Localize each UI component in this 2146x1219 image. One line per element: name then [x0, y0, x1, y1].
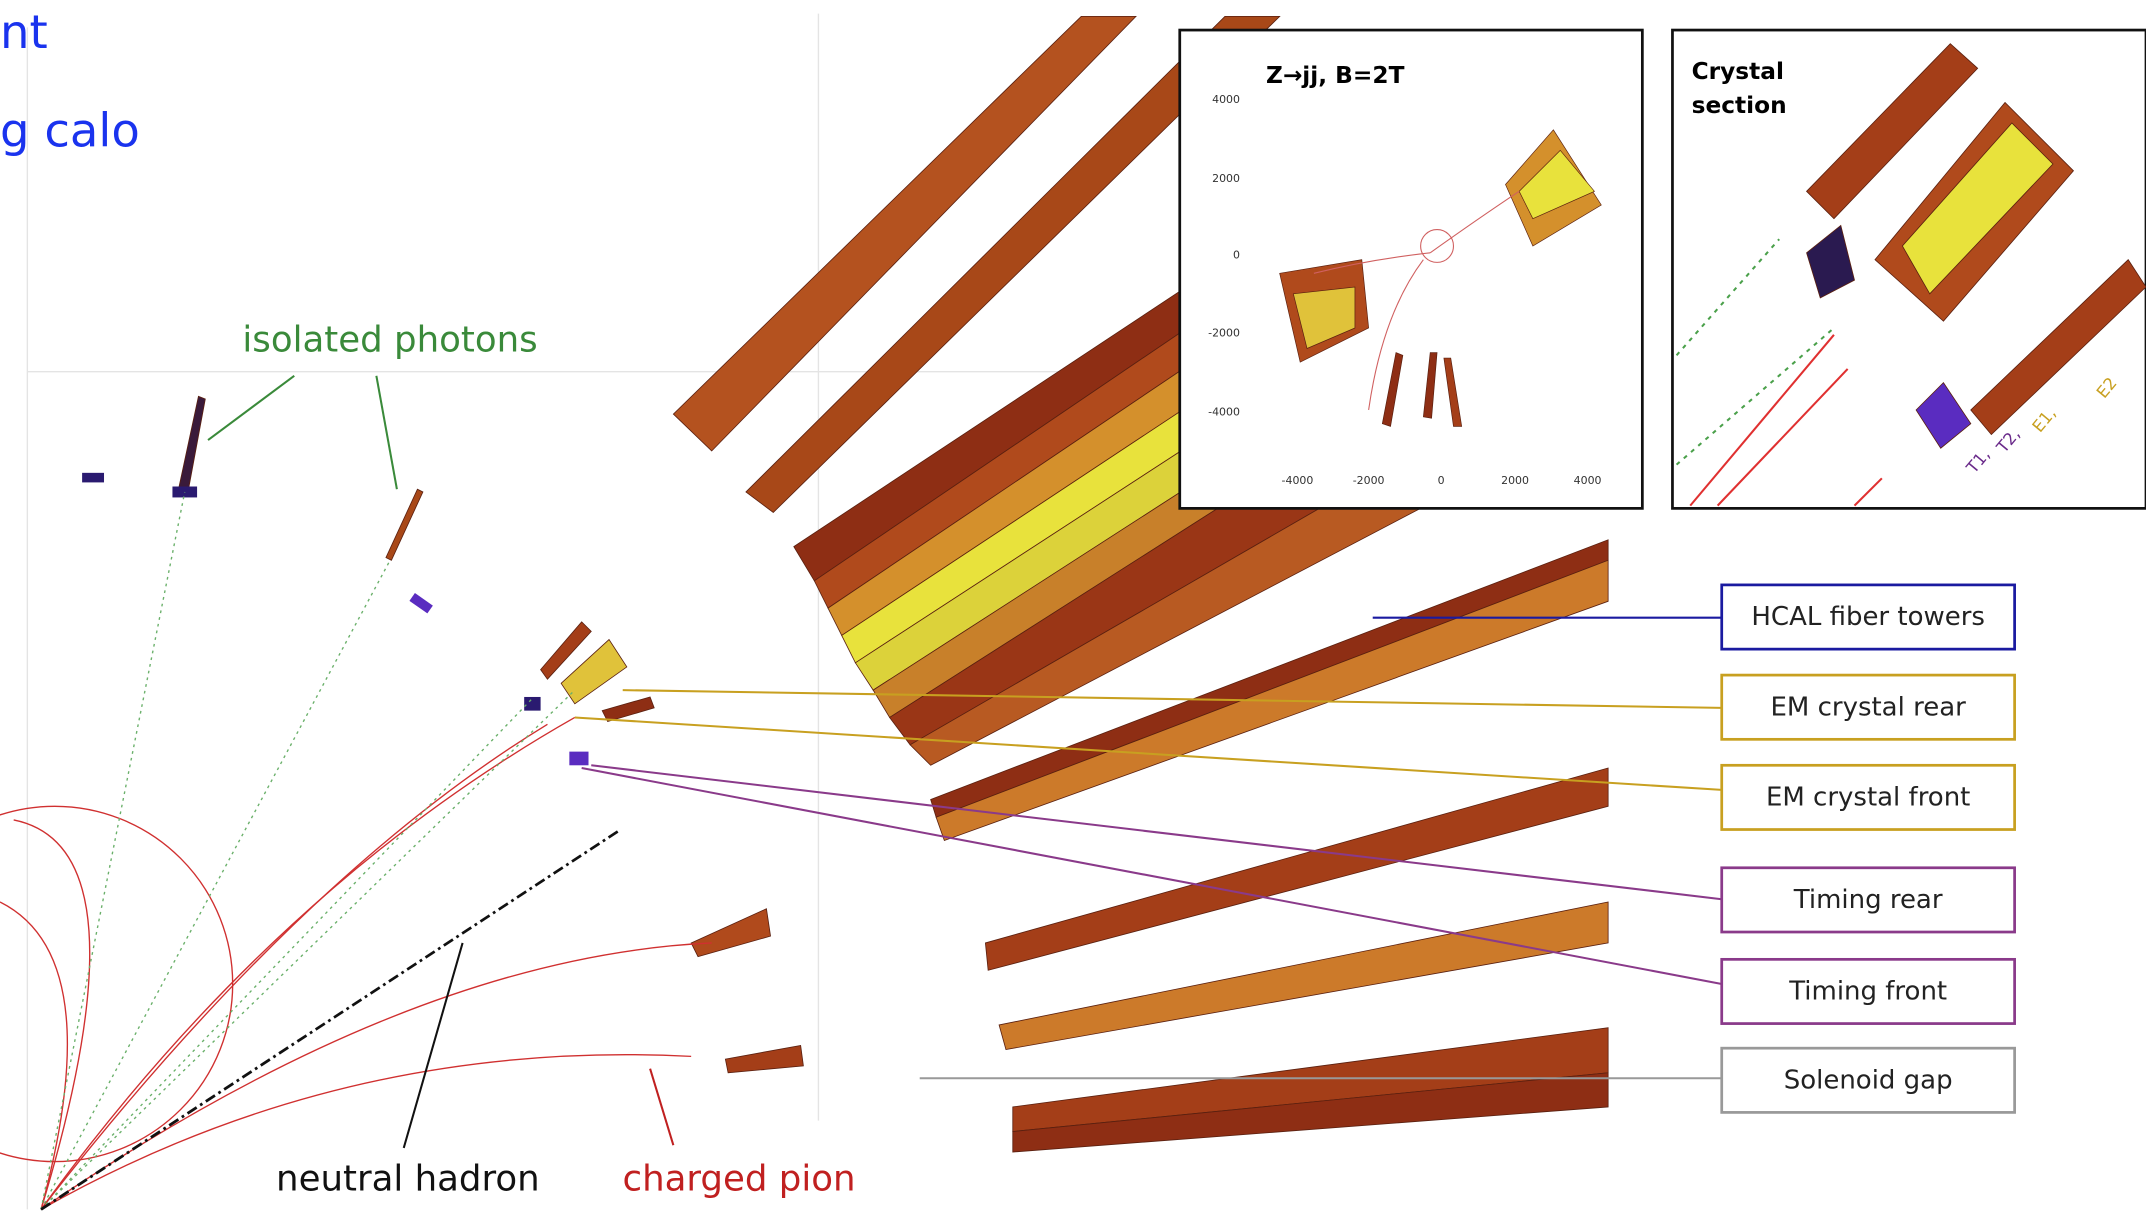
inset-title: Z→jj, B=2T	[1266, 62, 1405, 89]
inset-event: Z→jj, B=2T 4000 2000 0 -2000 -4000 -4000 -2000…	[1180, 30, 1643, 508]
y-tick-label: 2000	[1212, 172, 1240, 185]
x-tick-label: -4000	[1282, 474, 1314, 487]
label-text: Solenoid gap	[1784, 1065, 1953, 1095]
page: nt g calo isolated photons neutral hadro…	[0, 0, 2146, 1219]
heading-line: g calo	[0, 103, 140, 157]
label-text: EM crystal rear	[1771, 692, 1967, 722]
inset-title: section	[1692, 92, 1787, 119]
label-text: Timing rear	[1793, 885, 1943, 915]
label-text: HCAL fiber towers	[1751, 602, 1985, 632]
y-tick-label: 4000	[1212, 93, 1240, 106]
inset-title: Crystal	[1692, 58, 1784, 85]
label-text: Timing front	[1788, 977, 1947, 1007]
x-tick-label: 2000	[1501, 474, 1529, 487]
x-tick-label: 4000	[1574, 474, 1602, 487]
y-tick-label: 0	[1233, 249, 1240, 262]
event-display: nt g calo isolated photons neutral hadro…	[0, 0, 2146, 1219]
y-tick-label: -4000	[1208, 406, 1240, 419]
x-tick-label: 0	[1438, 474, 1445, 487]
label-text: EM crystal front	[1766, 783, 1970, 813]
inset-crystal: Crystal section T1,T2,E1,E2	[1672, 30, 2146, 508]
y-tick-label: -2000	[1208, 326, 1240, 339]
annotation: neutral hadron	[276, 1159, 540, 1200]
heading-line: nt	[0, 5, 48, 59]
annotation: isolated photons	[242, 320, 537, 361]
x-tick-label: -2000	[1353, 474, 1385, 487]
annotation: charged pion	[623, 1159, 856, 1200]
